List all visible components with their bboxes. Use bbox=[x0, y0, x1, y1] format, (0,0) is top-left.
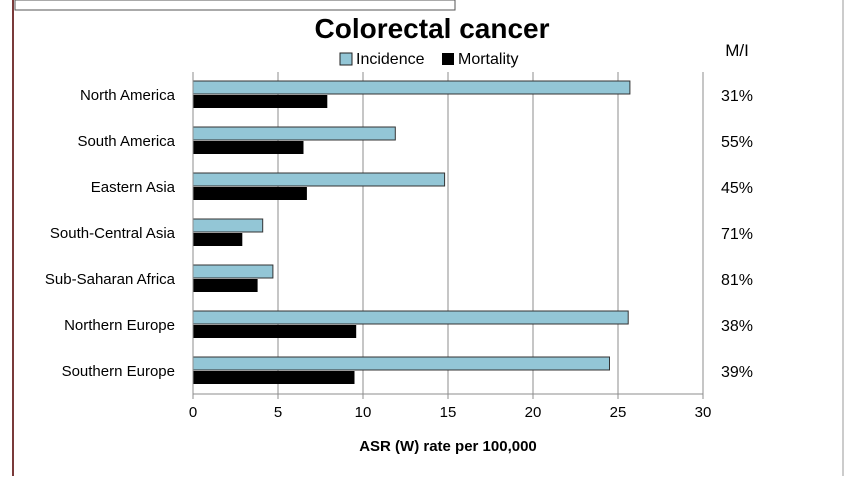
x-tick-label: 20 bbox=[525, 404, 542, 421]
bar-mortality bbox=[193, 187, 307, 200]
axes: 0 5 10 15 20 25 30 bbox=[189, 72, 712, 421]
bar-mortality bbox=[193, 371, 355, 384]
category-label: Southern Europe bbox=[62, 363, 175, 380]
x-axis-label: ASR (W) rate per 100,000 bbox=[359, 438, 537, 455]
gridlines bbox=[277, 72, 704, 394]
chart-title: Colorectal cancer bbox=[315, 13, 550, 44]
side-value: 45% bbox=[721, 180, 753, 197]
category-labels: North America South America Eastern Asia So… bbox=[45, 87, 176, 380]
bar-mortality bbox=[193, 325, 357, 338]
bar-incidence bbox=[192, 126, 396, 141]
x-tick-label: 10 bbox=[355, 404, 372, 421]
side-values: 31% 55% 45% 71% 81% 38% 39% bbox=[721, 88, 753, 381]
legend-incidence-swatch bbox=[339, 52, 353, 66]
x-tick-label: 30 bbox=[695, 404, 712, 421]
x-tick-label: 5 bbox=[274, 404, 282, 421]
category-label: North America bbox=[80, 87, 176, 104]
bar-incidence bbox=[192, 172, 446, 187]
category-label: Northern Europe bbox=[64, 317, 175, 334]
side-column-header: M/I bbox=[725, 41, 749, 60]
bar-mortality bbox=[193, 141, 304, 154]
category-label: Eastern Asia bbox=[91, 179, 176, 196]
legend-incidence-label: Incidence bbox=[356, 51, 425, 68]
legend: Incidence Mortality bbox=[339, 51, 518, 68]
bar-mortality bbox=[193, 279, 258, 292]
side-value: 38% bbox=[721, 318, 753, 335]
category-label: South America bbox=[77, 133, 175, 150]
x-tick-label: 15 bbox=[440, 404, 457, 421]
category-label: Sub-Saharan Africa bbox=[45, 271, 176, 288]
side-value: 55% bbox=[721, 134, 753, 151]
bar-incidence bbox=[192, 356, 610, 371]
side-value: 31% bbox=[721, 88, 753, 105]
legend-mortality-label: Mortality bbox=[458, 51, 518, 68]
side-value: 39% bbox=[721, 364, 753, 381]
bar-incidence bbox=[192, 264, 274, 279]
category-label: South-Central Asia bbox=[50, 225, 176, 242]
top-tab bbox=[14, 0, 456, 11]
side-value: 81% bbox=[721, 272, 753, 289]
bar-incidence bbox=[192, 80, 631, 95]
x-tick-label: 0 bbox=[189, 404, 197, 421]
legend-mortality-swatch bbox=[442, 53, 454, 65]
x-tick-label: 25 bbox=[610, 404, 627, 421]
bar-incidence bbox=[192, 218, 264, 233]
bar-incidence bbox=[192, 310, 629, 325]
side-value: 71% bbox=[721, 226, 753, 243]
bar-mortality bbox=[193, 95, 328, 108]
bars bbox=[192, 80, 631, 384]
bar-mortality bbox=[193, 233, 243, 246]
